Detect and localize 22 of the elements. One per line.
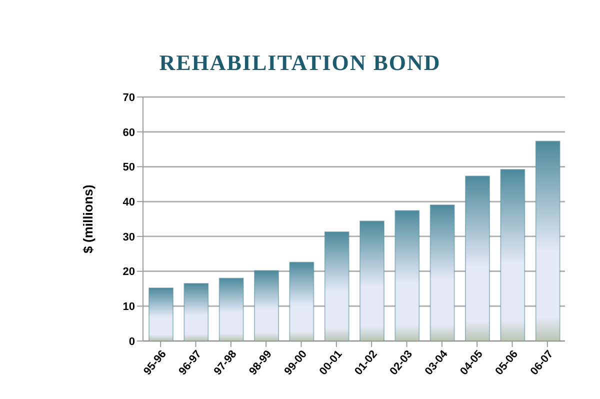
- y-tick-label: 50: [122, 162, 135, 174]
- bar: [465, 176, 490, 341]
- bar: [500, 169, 526, 341]
- bar: [394, 210, 420, 341]
- bar: [218, 278, 244, 341]
- bar: [430, 204, 455, 341]
- bar: [324, 231, 350, 341]
- y-tick-label: 0: [128, 336, 135, 348]
- bar: [254, 270, 279, 341]
- y-tick-label: 10: [122, 301, 135, 314]
- y-tick-label: 70: [122, 92, 135, 104]
- y-tick-label: 20: [122, 266, 135, 278]
- y-axis-title: $ (millions): [80, 184, 96, 254]
- bar: [360, 220, 384, 341]
- chart-title: REHABILITATION BOND: [158, 50, 442, 76]
- y-tick-label: 40: [122, 196, 135, 208]
- y-tick-label: 30: [122, 231, 135, 244]
- y-tick-label: 60: [122, 126, 135, 139]
- bar: [148, 288, 174, 341]
- bar: [289, 262, 314, 341]
- bar: [535, 140, 560, 341]
- bar: [184, 282, 209, 341]
